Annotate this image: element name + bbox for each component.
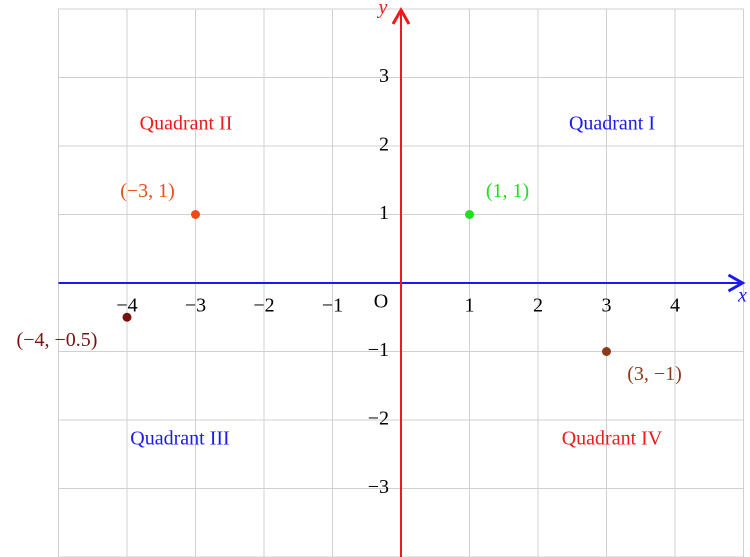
point — [122, 312, 132, 322]
y-tick-label: 1 — [379, 202, 389, 224]
point — [191, 210, 200, 219]
point-label: (−4, −0.5) — [17, 329, 98, 351]
point — [465, 210, 474, 219]
y-tick-label: 2 — [379, 134, 389, 156]
x-tick-label: −3 — [185, 295, 206, 317]
x-tick-label: 3 — [602, 295, 612, 317]
y-tick-label: 3 — [379, 65, 389, 87]
origin-label: O — [374, 291, 388, 313]
y-tick-label: −2 — [368, 408, 389, 430]
x-tick-label: −4 — [116, 295, 137, 317]
x-tick-label: −1 — [322, 295, 343, 317]
quadrant-label: Quadrant III — [130, 428, 229, 450]
x-tick-label: 1 — [465, 295, 475, 317]
quadrant-label: Quadrant II — [140, 113, 233, 135]
quadrant-label: Quadrant I — [569, 113, 655, 135]
point-label: (1, 1) — [486, 180, 529, 202]
quadrant-label: Quadrant IV — [562, 428, 663, 450]
point — [602, 347, 611, 356]
x-tick-label: −2 — [253, 295, 274, 317]
x-tick-label: 2 — [533, 295, 543, 317]
y-axis-label: y — [377, 0, 388, 19]
y-tick-label: −1 — [368, 339, 389, 361]
point-label: (3, −1) — [627, 363, 682, 385]
x-axis-label: x — [737, 285, 747, 307]
x-tick-label: 4 — [670, 295, 680, 317]
point-label: (−3, 1) — [120, 180, 175, 202]
y-tick-label: −3 — [368, 476, 389, 498]
